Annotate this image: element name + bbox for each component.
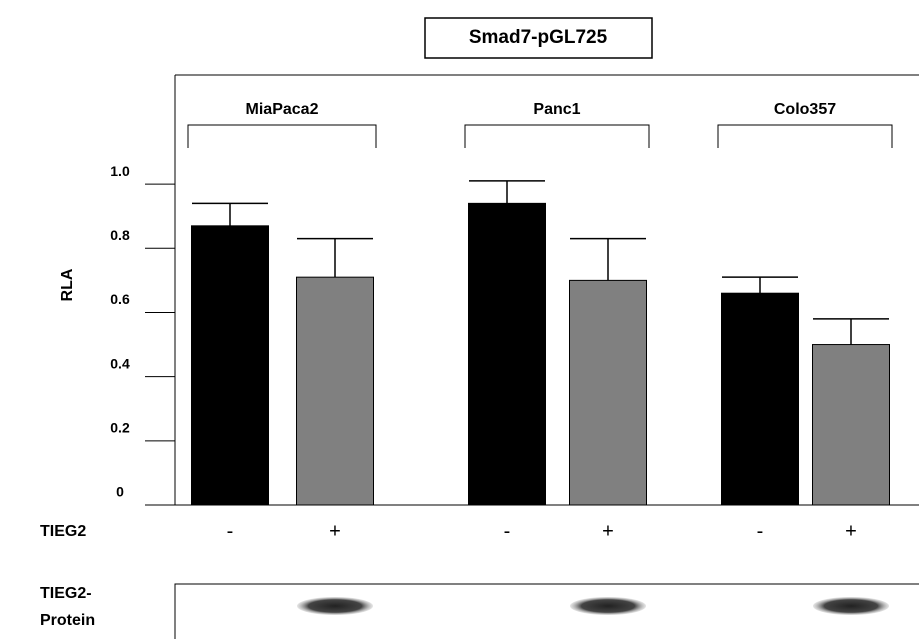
condition-label: - [227,520,234,542]
bar [469,203,546,505]
blot-label: TIEG2- [40,585,92,602]
condition-label: - [757,520,764,542]
y-axis-label: RLA [59,268,76,301]
group-bracket [465,125,649,148]
chart: Smad7-pGL725 RLA TIEG2 TIEG2- Protein 0 0… [0,0,919,639]
chart-title: Smad7-pGL725 [469,27,608,48]
blot-band [570,597,646,615]
condition-label: + [845,520,857,542]
group-label: Colo357 [774,101,836,118]
y-tick-label: 0 [116,484,124,500]
group-bracket [188,125,376,148]
bar [813,345,890,505]
row-label: TIEG2 [40,523,86,540]
y-tick-label: 0.2 [110,420,130,436]
condition-label: - [504,520,511,542]
group-bracket [718,125,892,148]
bar [192,226,269,505]
bar [722,293,799,505]
bar [570,280,647,505]
group-label: MiaPaca2 [246,101,319,118]
blot-label: Protein [40,612,95,629]
condition-label: + [329,520,341,542]
y-tick-label: 1.0 [110,163,130,179]
condition-label: + [602,520,614,542]
y-tick-label: 0.8 [110,227,130,243]
y-tick-label: 0.6 [110,291,130,307]
bar [297,277,374,505]
group-label: Panc1 [533,101,580,118]
blot-band [813,597,889,615]
y-tick-label: 0.4 [110,355,130,371]
blot-band [297,597,373,615]
blot-box [175,584,919,639]
